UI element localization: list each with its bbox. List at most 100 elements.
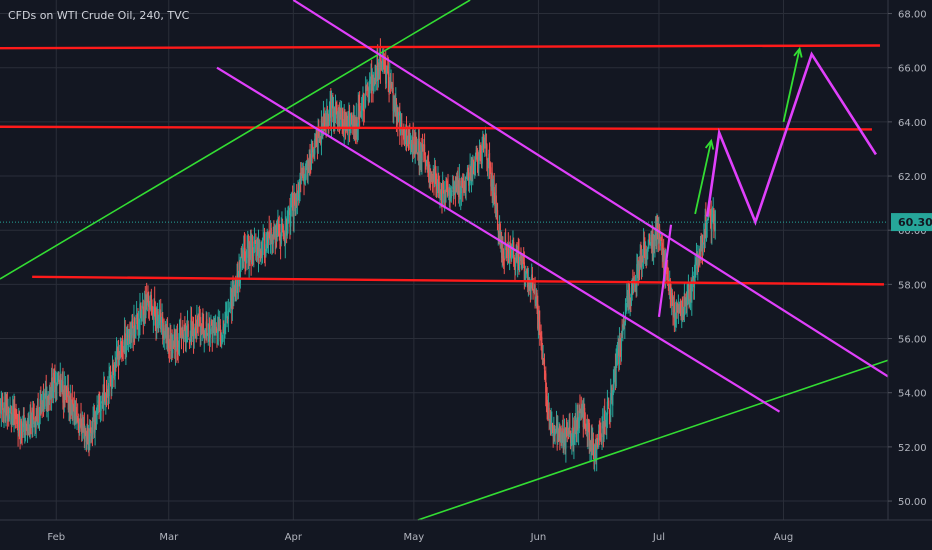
candle-body (215, 324, 217, 332)
candle-body (215, 326, 217, 333)
candle-body (419, 152, 422, 164)
candle-body (180, 334, 183, 340)
candle-body (703, 235, 706, 240)
candle-body (319, 136, 321, 140)
candle-body (505, 240, 507, 244)
candle-body (13, 406, 15, 421)
candle-body (671, 291, 673, 306)
candle-body (579, 408, 581, 410)
candle-body (315, 132, 317, 144)
candle-body (387, 71, 390, 92)
candle-body (174, 340, 177, 352)
candle-body (103, 384, 106, 400)
candle-body (273, 229, 275, 236)
candle-body (601, 425, 603, 444)
candle-body (364, 98, 366, 109)
candle-body (245, 258, 248, 262)
candle-body (565, 428, 567, 449)
candle-body (578, 410, 580, 429)
last-price-tag-label: 60.30 (898, 216, 932, 229)
candle-body (101, 398, 104, 404)
candle-body (275, 229, 278, 235)
candle-body (221, 340, 223, 343)
candle-body (162, 326, 165, 339)
candle-body (449, 187, 451, 203)
candle-body (248, 244, 250, 264)
candle-body (707, 219, 709, 221)
candle-body (114, 365, 116, 377)
candle-body (678, 304, 680, 310)
channel-line (216, 66, 781, 413)
candle-body (572, 427, 574, 442)
x-tick-label: May (404, 532, 425, 543)
candle-body (421, 145, 424, 147)
candle-body (18, 414, 20, 432)
candle-body (366, 86, 368, 89)
candle-body (292, 202, 294, 218)
candle-body (318, 136, 321, 143)
candle-body (387, 67, 389, 71)
candle-body (472, 161, 474, 172)
candle-body (462, 188, 465, 191)
candle-body (247, 240, 250, 263)
candle-body (699, 252, 701, 255)
candle-body (97, 400, 100, 404)
candle-body (304, 177, 306, 181)
candle-body (241, 252, 244, 259)
candle-body (518, 253, 520, 267)
candle-body (494, 202, 496, 206)
candle-body (624, 321, 626, 327)
candle-body (695, 259, 697, 265)
candle-body (560, 428, 562, 442)
candle-body (515, 262, 517, 267)
candle-body (115, 348, 118, 366)
candle-body (708, 212, 710, 214)
candle-body (562, 428, 564, 447)
candle-body (393, 109, 395, 113)
candle-body (624, 303, 627, 323)
candle-body (348, 112, 350, 116)
candle-body (354, 119, 356, 131)
candle-body (507, 244, 509, 257)
candle-body (669, 278, 671, 293)
candle-body (413, 142, 416, 154)
candle-body (435, 171, 437, 185)
candle-body (109, 370, 112, 383)
candle-body (466, 174, 468, 179)
candle-body (136, 317, 138, 324)
candle-body (468, 180, 471, 185)
candle-body (583, 410, 585, 427)
candle-body (83, 423, 85, 440)
candle-body (691, 275, 694, 281)
candle-body (324, 122, 326, 124)
candle-body (59, 375, 61, 386)
candle-body (125, 341, 128, 346)
candle-body (85, 433, 87, 442)
candle-body (181, 328, 183, 339)
candle-body (581, 414, 583, 418)
candle-body (67, 388, 69, 394)
candle-body (406, 139, 408, 145)
candle-body (71, 399, 73, 416)
candle-body (192, 328, 194, 331)
candle-body (557, 428, 560, 437)
candle-body (470, 166, 472, 179)
candle-body (377, 69, 379, 80)
candle-body (660, 237, 662, 239)
candle-body (153, 303, 155, 313)
candle-body (650, 237, 652, 246)
candle-body (450, 199, 452, 202)
candle-body (616, 355, 618, 359)
candle-body (97, 404, 99, 409)
candle-body (342, 119, 344, 124)
candle-body (108, 370, 110, 397)
candle-body (275, 226, 277, 242)
candle-body (434, 165, 436, 171)
candle-body (412, 136, 414, 150)
candle-body (661, 242, 663, 254)
candle-body (44, 393, 46, 398)
candle-body (160, 313, 162, 330)
channel-segment (657, 224, 673, 318)
candle-body (26, 425, 28, 430)
candle-body (231, 296, 233, 310)
